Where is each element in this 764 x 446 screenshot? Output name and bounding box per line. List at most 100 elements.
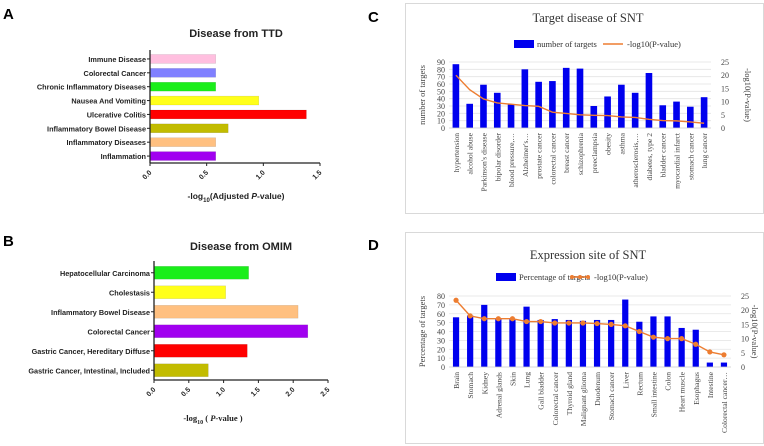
line-point-stomach-cancer: [608, 321, 614, 327]
bar-immune-disease: [149, 54, 216, 64]
bar-chronic-inflammatory-diseases: [149, 81, 216, 92]
y2-tick-label: 20: [721, 71, 729, 80]
bar-esophagus: [692, 329, 699, 367]
bar-preeclampsia: [590, 106, 598, 128]
line-point-adrenal-glands: [495, 316, 501, 322]
y2-tick-label: 10: [741, 335, 749, 344]
y-tick-label: 0: [441, 363, 445, 372]
y-tick-label: 40: [437, 95, 445, 104]
legend-label-line: -log10(P-value): [627, 39, 681, 49]
y-tick-label: Inflammation: [101, 152, 146, 161]
bar-blood-pressure: [507, 104, 515, 128]
bar-lung: [523, 306, 530, 367]
line-point-thyroid-gland: [566, 320, 572, 326]
y-axis-label: Percentage of targets: [417, 296, 427, 367]
y-tick-label: Hepatocellular Carcinoma: [60, 269, 151, 278]
x-tick-label: Liver: [621, 372, 630, 389]
x-tick-label: 2.0: [285, 386, 297, 398]
bar-stomach-cancer: [687, 106, 694, 128]
y-tick-label: 70: [437, 73, 445, 82]
x-tick-label: blood pressure,…: [507, 133, 516, 187]
y-tick-label: 30: [437, 336, 445, 345]
x-tick-label: Heart muscle: [678, 371, 687, 412]
bar-gall-bladder: [537, 319, 544, 367]
bar-obesity: [604, 96, 611, 128]
x-axis-label: -log10(Adjusted P-value): [188, 191, 285, 204]
line-point-esophagus: [693, 341, 699, 347]
x-tick-label: Thyroid gland: [565, 372, 574, 415]
x-tick-label: Alzheimer's…: [521, 133, 530, 177]
bar-stomach-cancer: [608, 319, 615, 367]
y-tick-label: 20: [437, 345, 445, 354]
legend-swatch-bars: [496, 273, 516, 281]
x-tick-label: obesity: [604, 133, 613, 155]
y-tick-label: 70: [437, 301, 445, 310]
x-tick-label: Brain: [452, 372, 461, 389]
x-tick-label: 1.5: [312, 169, 324, 181]
line-point-intestine: [707, 349, 713, 355]
bar-breast-cancer: [562, 67, 570, 128]
bar-schizophrenia: [576, 68, 584, 128]
bar-liver: [622, 299, 629, 367]
panel-label-a: A: [3, 6, 14, 23]
y-tick-label: 30: [437, 102, 445, 111]
bar-malignant-glioma: [579, 320, 587, 367]
y-tick-label: Chronic Inflammatory Diseases: [37, 83, 146, 92]
y-tick-label: 10: [437, 117, 445, 126]
x-tick-label: Colon: [664, 372, 673, 391]
y2-tick-label: 25: [741, 292, 749, 301]
chart-expression-site-of-snt: Expression site of SNT Percentage of targ…: [417, 248, 760, 433]
bar-cholestasis: [153, 285, 226, 299]
y-tick-label: Gastric Cancer, Hereditary Diffuse: [32, 347, 150, 356]
y-tick-label: 50: [437, 319, 445, 328]
bar-small-intestine: [650, 316, 657, 367]
legend-marker: [578, 275, 582, 279]
y-tick-label: Inflammatory Bowel Disease: [47, 124, 146, 133]
bar-prostate-cancer: [535, 81, 542, 128]
bar-inflammatory-bowel-disease: [153, 305, 299, 319]
bar-adrenal-glands: [495, 319, 502, 367]
x-tick-label: Small intestine: [649, 371, 658, 417]
legend-swatch-bars: [514, 40, 534, 48]
bar-alcohol-abuse: [466, 103, 473, 128]
y-axis-label: number of targets: [417, 65, 427, 125]
bar-myocardial-infarct: [673, 101, 680, 128]
y-tick-label: Inflammatory Diseases: [67, 138, 147, 147]
panel-label-d: D: [368, 237, 379, 254]
bar-lung-cancer: [700, 97, 708, 128]
bar-kidney: [481, 304, 488, 367]
x-tick-label: 1.0: [215, 386, 227, 398]
y-tick-label: 60: [437, 80, 445, 89]
x-tick-label: Adrenal glands: [494, 372, 503, 418]
x-tick-label: Malignant glioma: [579, 371, 588, 426]
y2-tick-label: 15: [741, 320, 749, 329]
line-point-kidney: [481, 316, 487, 322]
line-point-colorectal-cancer: [721, 352, 727, 358]
bar-colorectal-cancer: [153, 324, 309, 338]
bar-thyroid-gland: [565, 319, 572, 367]
x-tick-label: 1.5: [250, 386, 262, 398]
x-tick-label: 0.5: [180, 386, 192, 398]
x-axis-label: -log10 ( P-value ): [183, 413, 242, 426]
line-point-colon: [664, 336, 671, 342]
line-point-malignant-glioma: [580, 320, 586, 326]
x-tick-label: Intestine: [706, 371, 715, 398]
bar-asthma: [618, 84, 625, 128]
x-tick-label: 1.0: [255, 169, 267, 181]
x-tick-label: asthma: [617, 132, 626, 154]
line-point-stomach: [467, 313, 473, 319]
bar-colon: [664, 316, 671, 367]
y-tick-label: 40: [437, 328, 445, 337]
x-tick-label: Duodenum: [593, 372, 602, 406]
line-point-heart-muscle: [679, 336, 685, 342]
chart-title: Target disease of SNT: [532, 11, 643, 25]
x-tick-label: alcohol abuse: [466, 132, 475, 174]
y2-tick-label: 25: [721, 58, 729, 67]
x-tick-label: preeclampsia: [590, 132, 599, 173]
y2-tick-label: 5: [741, 349, 745, 358]
x-tick-label: Stomach: [466, 372, 475, 399]
x-tick-label: bipolar disorder: [493, 133, 502, 182]
chart-title: Disease from TTD: [189, 28, 283, 40]
panel-label-c: C: [368, 9, 379, 26]
x-tick-label: 0.5: [198, 169, 210, 181]
